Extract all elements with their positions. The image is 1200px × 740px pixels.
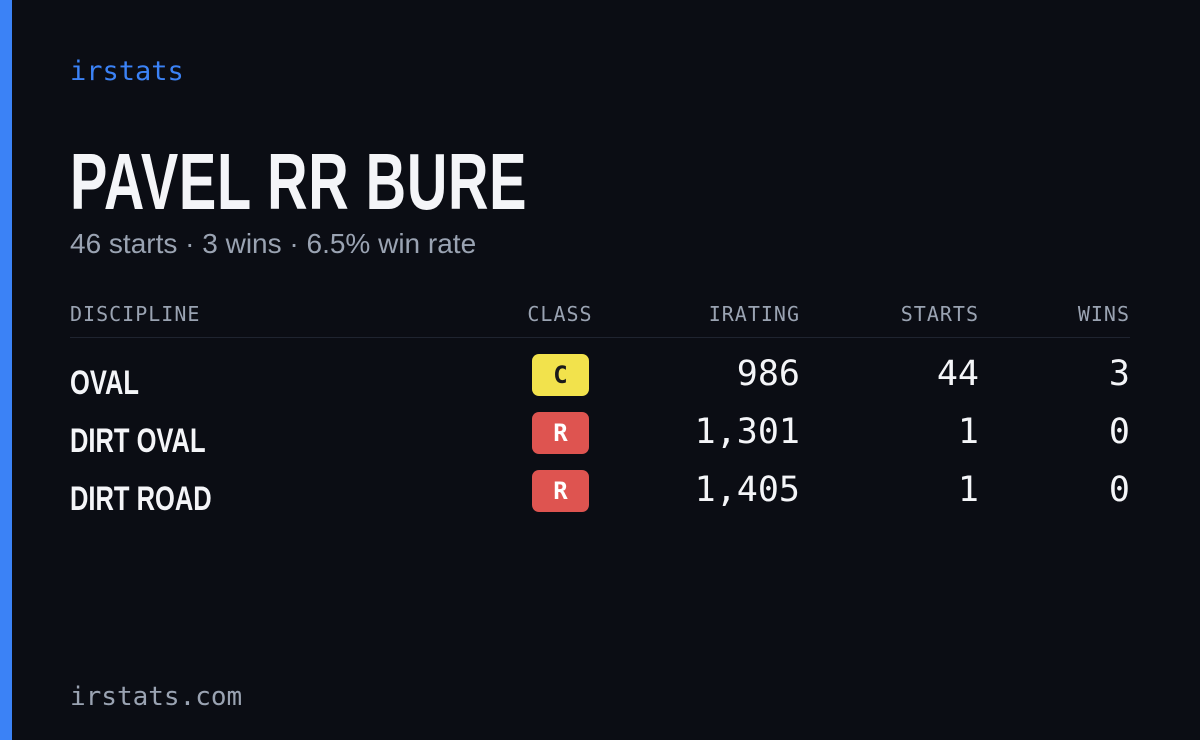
starts: 1	[957, 412, 979, 452]
class-badge: R	[532, 470, 589, 512]
column-header: CLASS	[527, 302, 593, 326]
driver-name: PAVEL RR BURE	[70, 137, 528, 226]
accent-bar	[0, 0, 12, 740]
starts: 44	[936, 354, 979, 394]
header-rule	[70, 337, 1130, 338]
class-badge: C	[532, 354, 589, 396]
discipline: DIRT OVAL	[70, 422, 206, 460]
class-badge: R	[532, 412, 589, 454]
wins: 0	[1108, 412, 1130, 452]
discipline: OVAL	[70, 364, 139, 402]
starts: 1	[957, 470, 979, 510]
irating: 1,301	[694, 412, 800, 452]
irating: 1,405	[694, 470, 800, 510]
brand: irstats	[70, 56, 184, 87]
column-header: IRATING	[708, 302, 800, 326]
summary: 46 starts · 3 wins · 6.5% win rate	[70, 228, 477, 259]
discipline: DIRT ROAD	[70, 480, 212, 518]
wins: 3	[1108, 354, 1130, 394]
column-header: DISCIPLINE	[70, 302, 201, 326]
wins: 0	[1108, 470, 1130, 510]
footer: irstats.com	[70, 682, 243, 712]
column-header: STARTS	[900, 302, 979, 326]
column-header: WINS	[1077, 302, 1130, 326]
irating: 986	[736, 354, 800, 394]
